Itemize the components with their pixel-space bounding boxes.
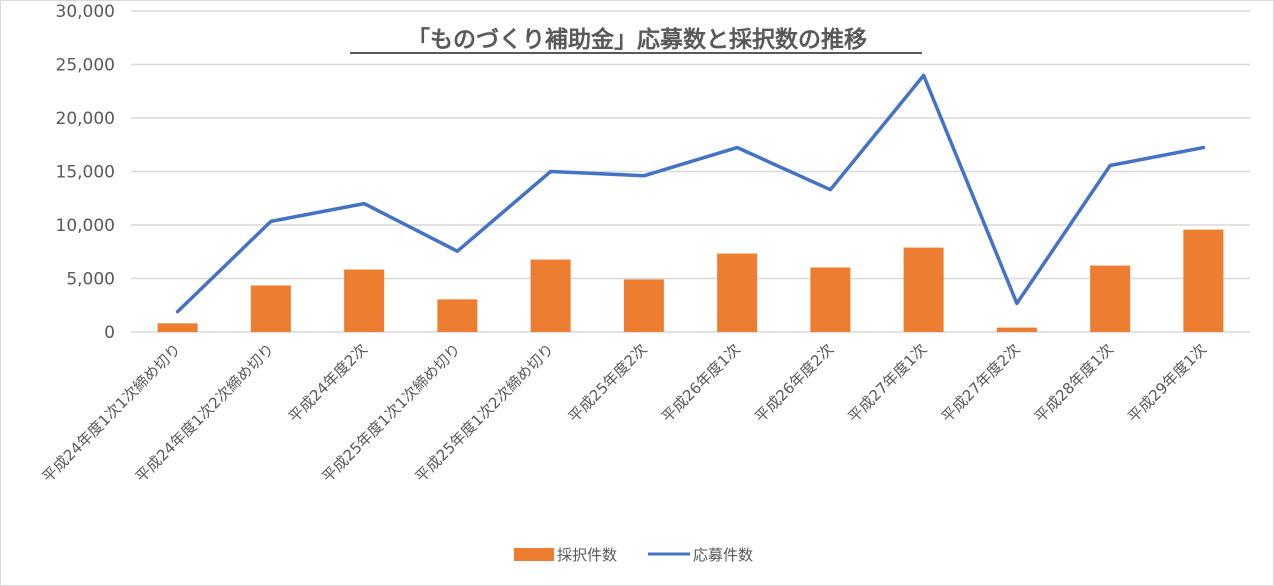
bar	[530, 259, 571, 332]
bar	[623, 279, 664, 332]
y-tick-label: 20,000	[56, 109, 115, 129]
y-tick-label: 25,000	[56, 56, 115, 76]
bar	[996, 327, 1037, 332]
bar	[1183, 229, 1224, 332]
legend-label-bar: 採択件数	[557, 546, 617, 564]
y-tick-label: 0	[104, 323, 115, 343]
chart-title: 「ものづくり補助金」応募数と採択数の推移	[407, 26, 867, 53]
bar	[810, 267, 851, 332]
bar	[903, 247, 944, 332]
y-tick-label: 10,000	[56, 216, 115, 236]
y-tick-label: 15,000	[56, 163, 115, 183]
bar	[344, 269, 385, 332]
bar	[717, 253, 758, 332]
legend: 採択件数 応募件数	[514, 546, 753, 564]
bar	[1090, 265, 1131, 332]
y-tick-label: 5,000	[66, 270, 115, 290]
bar	[250, 285, 291, 332]
series-line	[175, 73, 1206, 314]
y-tick-label: 30,000	[56, 2, 115, 22]
legend-label-line: 応募件数	[693, 546, 753, 564]
bar	[157, 323, 198, 332]
bar	[437, 299, 478, 332]
legend-swatch-bar	[514, 548, 554, 561]
